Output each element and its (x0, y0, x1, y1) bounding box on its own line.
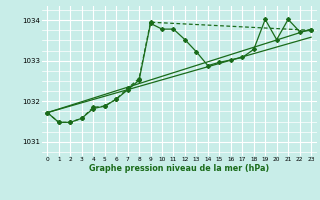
X-axis label: Graphe pression niveau de la mer (hPa): Graphe pression niveau de la mer (hPa) (89, 164, 269, 173)
